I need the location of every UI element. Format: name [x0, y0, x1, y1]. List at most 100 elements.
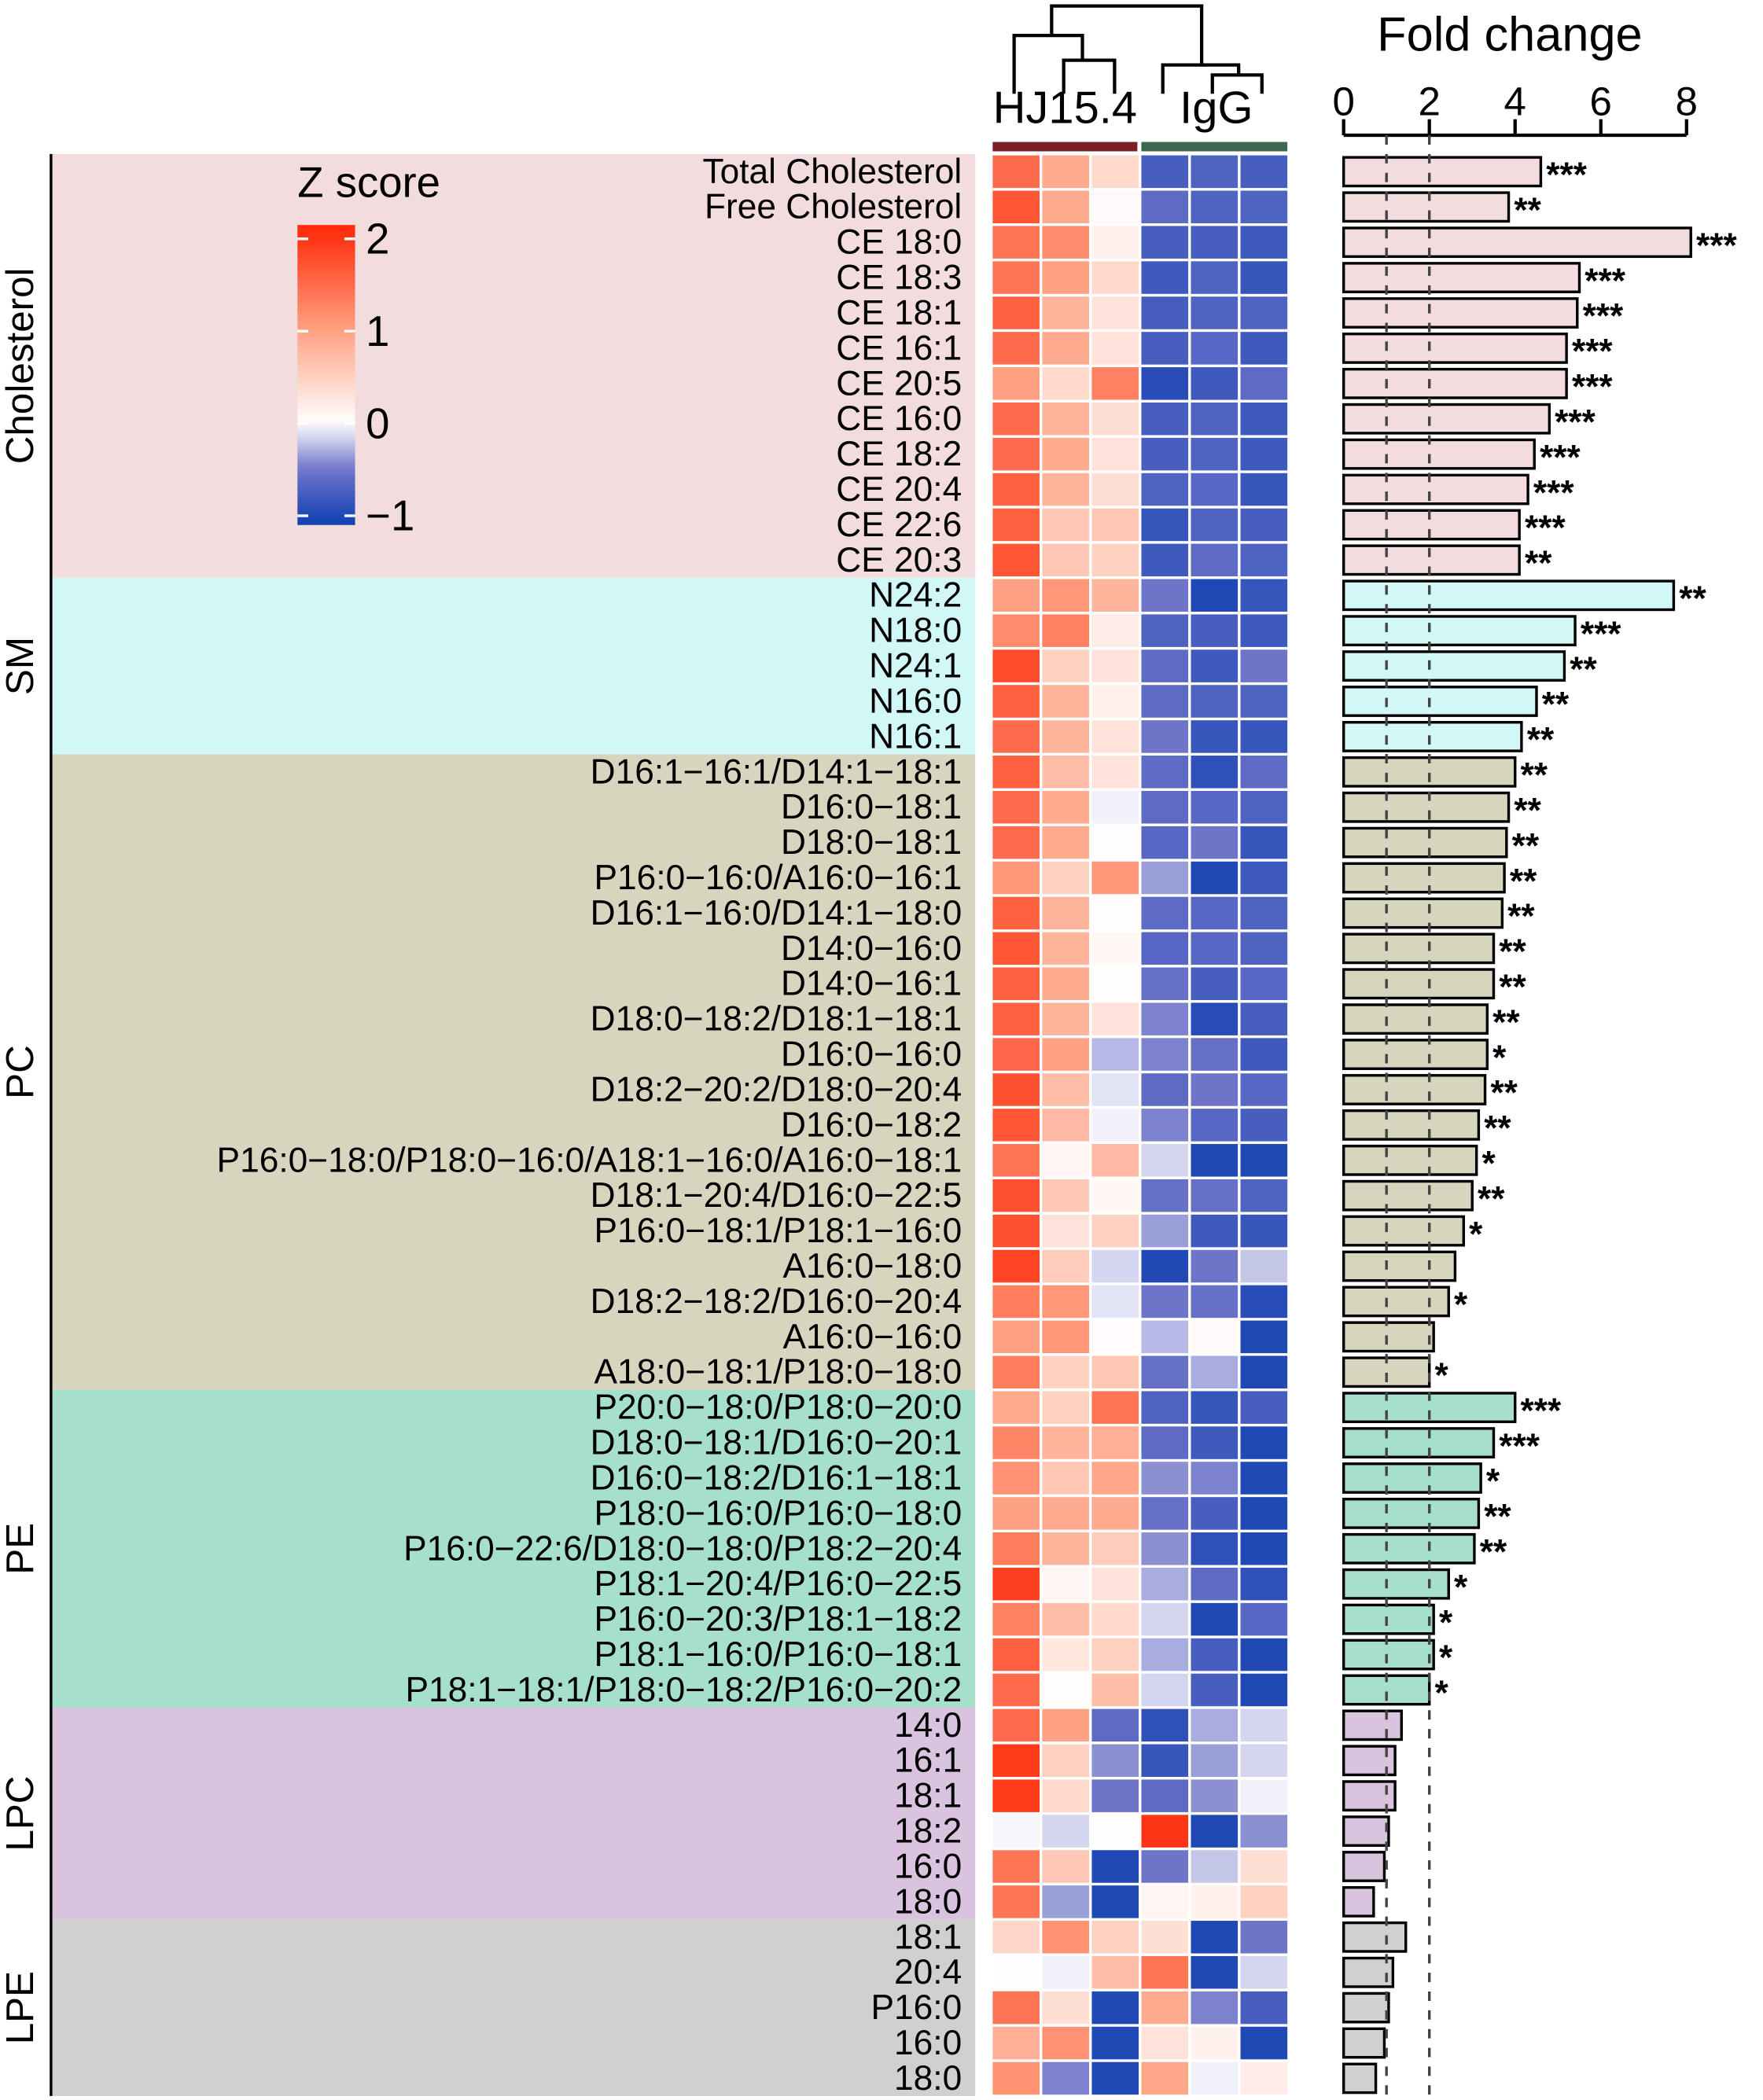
heatmap-cell: [992, 614, 1040, 647]
group-label: Cholesterol: [0, 267, 42, 464]
heatmap-cell: [1191, 1179, 1239, 1212]
heatmap-cell: [1042, 1426, 1090, 1459]
group-label: LPE: [0, 1971, 42, 2044]
heatmap-cell: [1191, 720, 1239, 753]
heatmap-cell: [1191, 543, 1239, 577]
heatmap-cell: [1091, 1179, 1139, 1212]
heatmap-cell: [1240, 1955, 1288, 1989]
heatmap-cell: [1091, 1109, 1139, 1142]
heatmap-cell: [992, 790, 1040, 824]
heatmap-cell: [1042, 155, 1090, 189]
row-label: CE 20:5: [836, 364, 962, 403]
row-label: P18:1−16:0/P16:0−18:1: [594, 1635, 962, 1674]
heatmap-cell: [1141, 332, 1189, 365]
heatmap-cell: [1240, 190, 1288, 224]
significance-stars: *: [1435, 1674, 1449, 1712]
legend-tick-label: 2: [366, 215, 389, 263]
heatmap-cell: [1191, 226, 1239, 259]
heatmap-cell: [1141, 1002, 1189, 1035]
heatmap-cell: [1141, 896, 1189, 930]
heatmap-cell: [992, 1426, 1040, 1459]
significance-stars: ***: [1572, 333, 1613, 371]
heatmap-cell: [1141, 1426, 1189, 1459]
row-label: D16:1−16:1/D14:1−18:1: [591, 752, 962, 791]
heatmap-cell: [1091, 1249, 1139, 1283]
row-label: P16:0−22:6/D18:0−18:0/P18:2−20:4: [403, 1529, 962, 1568]
heatmap-cell: [1042, 1708, 1090, 1742]
row-label: D18:2−20:2/D18:0−20:4: [591, 1070, 962, 1109]
heatmap-cell: [1240, 614, 1288, 647]
heatmap-cell: [1042, 437, 1090, 471]
heatmap-cell: [1091, 1002, 1139, 1035]
heatmap-cell: [1141, 826, 1189, 859]
heatmap-cell: [992, 967, 1040, 1001]
heatmap-cell: [1191, 1708, 1239, 1742]
heatmap-cell: [1191, 896, 1239, 930]
heatmap-cell: [1042, 896, 1090, 930]
heatmap-cell: [1042, 1285, 1090, 1318]
significance-stars: **: [1507, 897, 1535, 936]
heatmap-cell: [1240, 1214, 1288, 1248]
heatmap-cell: [1091, 756, 1139, 789]
heatmap-cell: [1091, 2061, 1139, 2095]
significance-stars: **: [1512, 826, 1540, 865]
significance-stars: **: [1492, 1003, 1520, 1042]
fold-change-bar: [1342, 862, 1506, 894]
row-label: N24:1: [869, 647, 962, 686]
heatmap-cell: [1141, 1885, 1189, 1918]
row-label: 14:0: [894, 1706, 962, 1745]
significance-stars: **: [1490, 1074, 1518, 1113]
group-label: SM: [0, 637, 42, 695]
heatmap-cell: [1141, 1038, 1189, 1071]
heatmap-cell: [1042, 579, 1090, 612]
heatmap-cell: [1191, 1955, 1239, 1989]
heatmap-cell: [1141, 1073, 1189, 1106]
heatmap-cell: [1191, 1850, 1239, 1883]
heatmap-cell: [1191, 1532, 1239, 1565]
heatmap-cell: [1191, 1214, 1239, 1248]
heatmap-cell: [1240, 155, 1288, 189]
heatmap-cell: [1191, 1815, 1239, 1848]
row-label: N18:0: [869, 612, 962, 650]
heatmap-cell: [1091, 2026, 1139, 2060]
fold-change-bar: [1342, 615, 1577, 647]
heatmap-cell: [1191, 932, 1239, 965]
heatmap-cell: [1240, 1462, 1288, 1495]
group-band-pe: [50, 1389, 976, 1708]
heatmap-cell: [1091, 1885, 1139, 1918]
heatmap-cell: [1240, 1779, 1288, 1812]
heatmap-cell: [1042, 1779, 1090, 1812]
heatmap-cell: [1141, 1109, 1189, 1142]
heatmap-cell: [992, 1673, 1040, 1707]
heatmap-cell: [992, 1391, 1040, 1424]
fold-change-bar: [1342, 1003, 1489, 1035]
heatmap-cell: [1042, 1991, 1090, 2025]
heatmap-cell: [1091, 402, 1139, 436]
heatmap-cell: [992, 2026, 1040, 2060]
fold-change-bar: [1342, 2027, 1386, 2059]
heatmap-cell: [1191, 1249, 1239, 1283]
heatmap-cell: [1240, 1815, 1288, 1848]
heatmap-cell: [1141, 296, 1189, 329]
significance-stars: *: [1486, 1462, 1500, 1501]
dendrogram-branch: [1210, 73, 1264, 94]
heatmap-cell: [1141, 1850, 1189, 1883]
heatmap-cell: [992, 1744, 1040, 1778]
significance-stars: **: [1480, 1533, 1507, 1572]
heatmap-cell: [1191, 685, 1239, 718]
significance-stars: **: [1679, 579, 1706, 618]
heatmap-cell: [992, 1497, 1040, 1530]
row-label: CE 18:1: [836, 293, 962, 332]
fold-change-bar: [1342, 473, 1529, 506]
heatmap-cell: [1091, 1567, 1139, 1601]
heatmap-cell: [992, 685, 1040, 718]
fold-change-bar: [1342, 1851, 1386, 1882]
heatmap-cell: [1191, 473, 1239, 506]
heatmap-cell: [992, 1708, 1040, 1742]
significance-stars: *: [1492, 1039, 1507, 1077]
heatmap-cell: [1191, 1567, 1239, 1601]
group-label: PE: [0, 1523, 42, 1575]
heatmap-cell: [1191, 437, 1239, 471]
heatmap-cell: [1240, 1673, 1288, 1707]
